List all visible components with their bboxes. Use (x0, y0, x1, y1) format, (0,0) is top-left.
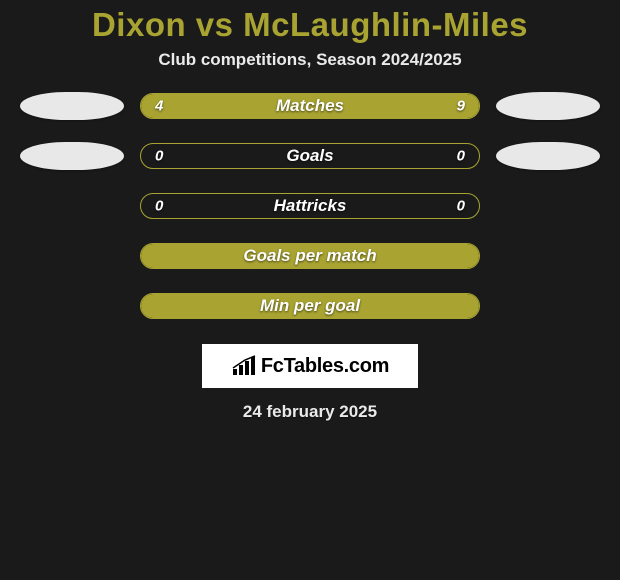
stat-value-left: 4 (155, 98, 163, 115)
stat-label: Matches (276, 96, 344, 116)
stat-label: Hattricks (274, 196, 347, 216)
oval-spacer (20, 242, 124, 270)
stat-label: Goals (286, 146, 333, 166)
stat-value-right: 0 (457, 198, 465, 215)
stat-row: Min per goal (20, 292, 600, 320)
page-subtitle: Club competitions, Season 2024/2025 (158, 50, 461, 70)
stat-row: Hattricks 0 0 (20, 192, 600, 220)
stat-bar: Min per goal (140, 293, 480, 319)
player-right-oval (496, 92, 600, 120)
oval-spacer (20, 292, 124, 320)
stat-row: Goals per match (20, 242, 600, 270)
logo: FcTables.com (231, 355, 389, 378)
stat-value-left: 0 (155, 198, 163, 215)
oval-spacer (496, 242, 600, 270)
stat-value-right: 9 (457, 98, 465, 115)
logo-text: FcTables.com (261, 355, 389, 378)
player-right-oval (496, 142, 600, 170)
page-title: Dixon vs McLaughlin-Miles (92, 6, 528, 44)
date-label: 24 february 2025 (243, 402, 377, 422)
stat-row: Matches 4 9 (20, 92, 600, 120)
stat-bar: Hattricks 0 0 (140, 193, 480, 219)
stats-rows: Matches 4 9 Goals 0 0 Hattricks 0 0 Goals per mat… (20, 92, 600, 342)
stat-bar: Goals per match (140, 243, 480, 269)
logo-box: FcTables.com (202, 344, 418, 388)
stat-row: Goals 0 0 (20, 142, 600, 170)
stat-value-right: 0 (457, 148, 465, 165)
stat-bar: Goals 0 0 (140, 143, 480, 169)
stat-value-left: 0 (155, 148, 163, 165)
player-left-oval (20, 92, 124, 120)
comparison-container: Dixon vs McLaughlin-Miles Club competiti… (0, 0, 620, 422)
player-left-oval (20, 142, 124, 170)
stat-label: Goals per match (243, 246, 376, 266)
oval-spacer (496, 292, 600, 320)
oval-spacer (496, 192, 600, 220)
oval-spacer (20, 192, 124, 220)
stat-bar: Matches 4 9 (140, 93, 480, 119)
stat-label: Min per goal (260, 296, 360, 316)
bar-chart-icon (231, 355, 257, 377)
